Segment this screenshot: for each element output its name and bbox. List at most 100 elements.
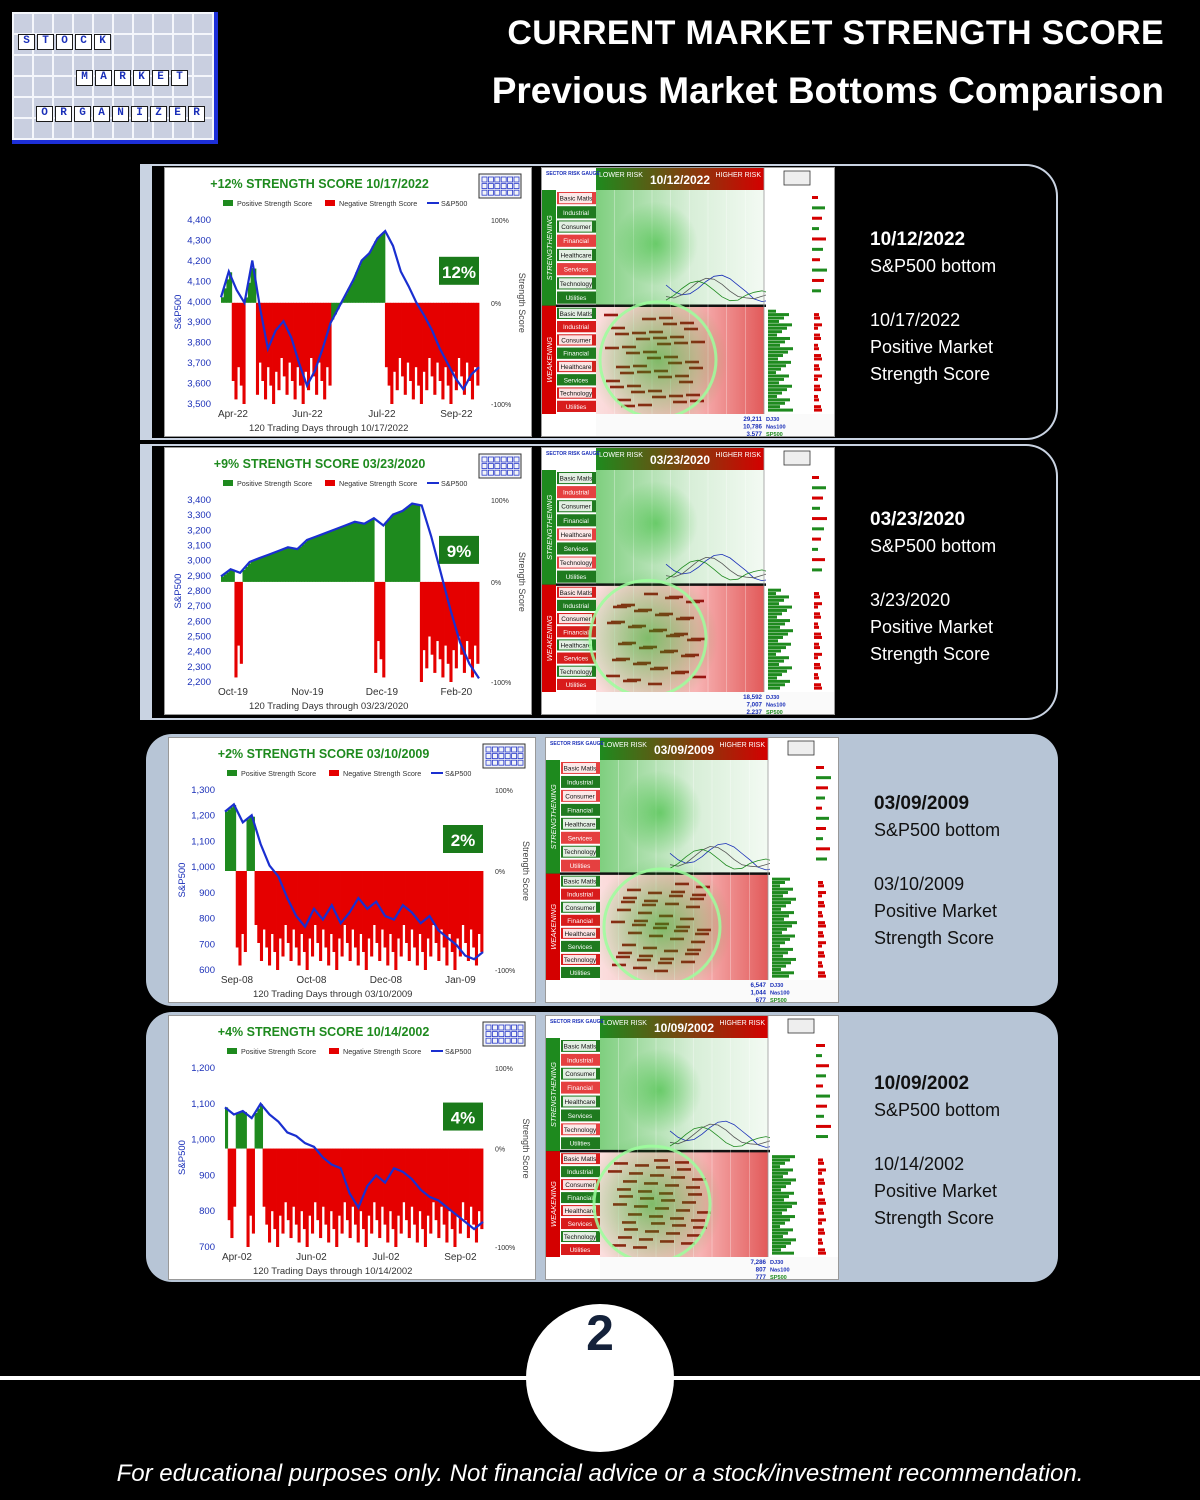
negative-score-bar xyxy=(284,1148,288,1203)
strength-score-chart: +4% STRENGTH SCORE 10/14/2002 Positive St… xyxy=(169,1016,535,1279)
y-tick-label: 2,300 xyxy=(187,662,211,673)
sector-cell xyxy=(561,1109,600,1122)
sector-label: Technology xyxy=(564,957,597,964)
negative-score-bar xyxy=(270,1148,274,1212)
x-tick-label: Jul-02 xyxy=(372,1252,400,1263)
negative-score-bar xyxy=(440,871,444,930)
chart-legend: Positive Strength Score Negative Strength… xyxy=(223,479,467,488)
negative-score-bar xyxy=(418,871,422,934)
negative-score-bar xyxy=(379,581,383,660)
index-name: SP500 xyxy=(770,998,787,1003)
negative-score-bar xyxy=(399,1148,403,1234)
negative-score-bar xyxy=(410,871,414,930)
index-name: Nas100 xyxy=(766,703,786,709)
positive-score-bar xyxy=(282,549,286,582)
positive-score-bar xyxy=(355,272,359,303)
positive-score-bar xyxy=(254,1112,258,1149)
positive-score-bar xyxy=(223,574,227,582)
negative-score-bar xyxy=(378,871,382,961)
negative-score-bar xyxy=(327,1148,331,1243)
negative-score-bar xyxy=(375,871,379,943)
logo-tile xyxy=(114,119,132,138)
positive-score-bar xyxy=(264,556,268,582)
x-tick-label: Oct-08 xyxy=(296,975,326,986)
strength-chart-image: +9% STRENGTH SCORE 03/23/2020 Positive St… xyxy=(164,447,532,715)
score-date: 03/10/2009 xyxy=(874,874,965,894)
sector-label: Financial xyxy=(567,918,593,925)
negative-score-bar xyxy=(324,871,328,948)
negative-score-bar xyxy=(261,302,265,381)
x-tick-label: Feb-20 xyxy=(441,687,473,698)
score-bars xyxy=(221,503,480,682)
y-tick-label: 2,900 xyxy=(187,571,211,582)
negative-score-bar xyxy=(300,1148,304,1212)
index-value: 18,592 xyxy=(743,694,762,701)
negative-score-bar xyxy=(302,871,307,952)
positive-score-bar xyxy=(382,232,386,303)
score-badge: 12% xyxy=(442,263,476,282)
negative-score-bar xyxy=(397,1148,401,1216)
sector-label: Basic Matls xyxy=(560,476,593,483)
positive-score-bar xyxy=(350,523,354,582)
y-tick-label: 4,400 xyxy=(187,215,211,226)
positive-score-bar xyxy=(225,811,229,871)
logo-letter: R xyxy=(114,70,131,86)
y-axis-label: S&P500 xyxy=(177,863,188,898)
negative-score-bar xyxy=(402,1148,406,1203)
negative-score-bar xyxy=(468,302,472,381)
negative-score-bar xyxy=(415,1148,419,1243)
sector-label: Financial xyxy=(563,629,589,636)
positive-score-bar xyxy=(352,522,356,582)
negative-score-bar xyxy=(237,302,241,368)
positive-score-bar xyxy=(387,518,391,582)
negative-score-bar xyxy=(284,871,288,925)
negative-score-bar xyxy=(276,871,280,970)
y-tick-label: 3,000 xyxy=(187,556,211,567)
y-tick-label: 2,400 xyxy=(187,647,211,658)
strength-score-chart: +12% STRENGTH SCORE 10/17/2022 Positive S… xyxy=(165,168,531,436)
negative-score-bar xyxy=(390,302,394,404)
sector-label: Utilities xyxy=(566,404,587,411)
negative-score-bar xyxy=(239,581,243,664)
logo-letter: I xyxy=(131,106,148,122)
chart-legend: Positive Strength Score Negative Strength… xyxy=(227,769,471,778)
negative-score-bar xyxy=(354,871,358,948)
positive-score-bar xyxy=(272,553,276,582)
negative-score-bar xyxy=(238,871,242,966)
positive-score-bar xyxy=(285,547,289,582)
logo-letter: M xyxy=(76,70,93,86)
positive-score-bar xyxy=(258,558,262,582)
sector-label: Financial xyxy=(563,351,589,358)
negative-score-bar xyxy=(354,1148,358,1225)
sector-label: Consumer xyxy=(565,793,595,800)
negative-score-bar xyxy=(395,302,399,391)
negative-score-bar xyxy=(307,302,311,391)
sector-cell xyxy=(561,1166,600,1178)
panel-caption: 03/23/2020 S&P500 bottom 3/23/2020 Positive… xyxy=(870,506,996,668)
negative-score-bar xyxy=(444,302,448,368)
negative-score-bar xyxy=(320,302,324,381)
negative-score-bar xyxy=(327,871,331,966)
index-name: Nas100 xyxy=(770,991,790,997)
negative-score-bar xyxy=(476,581,480,664)
positive-score-bar xyxy=(406,506,410,582)
positive-score-bar xyxy=(280,550,284,582)
negative-score-bar xyxy=(270,871,274,934)
negative-score-bar xyxy=(464,871,468,943)
index-name: SP500 xyxy=(770,1275,787,1280)
heatmap-higher-risk: HIGHER RISK xyxy=(715,452,761,459)
sector-label: Consumer xyxy=(565,1071,595,1078)
sector-label: Utilities xyxy=(566,682,587,689)
sector-label: Healthcare xyxy=(561,252,592,259)
heatmap-date: 10/09/2002 xyxy=(654,1021,714,1035)
negative-score-bar xyxy=(332,1148,336,1230)
logo-letter: R xyxy=(55,106,72,122)
positive-score-bar xyxy=(301,544,305,582)
breadth-bars xyxy=(768,196,827,412)
positive-score-bar xyxy=(247,563,251,582)
negative-score-bar xyxy=(414,302,418,368)
negative-score-bar xyxy=(343,871,347,925)
negative-score-bar xyxy=(407,871,411,961)
index-value: 10,786 xyxy=(743,424,762,431)
